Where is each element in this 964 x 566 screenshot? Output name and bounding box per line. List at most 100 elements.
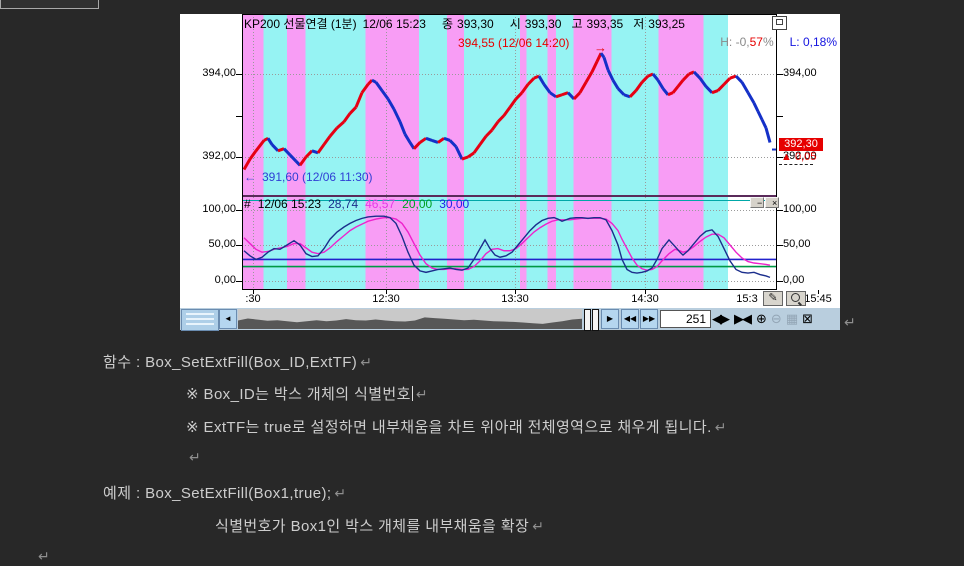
x-axis-label: :30 [245,293,261,305]
page-right-button[interactable]: ▶▶ [640,309,658,329]
price-chart-plot [242,14,777,290]
indicator-datetime: 12/06 15:23 [257,197,322,211]
close-label: 종 [441,17,454,31]
chart-canvas [242,14,777,290]
h-percent-label: H: -0, [720,35,750,49]
bar-count-input[interactable] [660,310,711,328]
doc-text: 식별번호가 Box1인 박스 개체를 내부채움을 확장 [215,518,530,535]
doc-line: 식별번호가 Box1인 박스 개체를 내부채움을 확장 ↵ [215,515,544,536]
range-handle-right[interactable] [592,309,599,331]
paragraph-mark: ↵ [844,314,856,330]
y-axis-tick [777,281,783,282]
doc-text: ※ Box_ID는 박스 개체의 식별번호 [186,386,411,403]
low-arrow-icon: ← [244,170,256,184]
go-latest-icon[interactable]: ▶◀ [734,311,752,326]
y-axis-tick [236,115,242,117]
indicator-value-k: 28,74 [328,197,359,211]
x-axis-tick [645,290,646,294]
indicator-value-d: 46,57 [365,197,396,211]
x-axis-label: 14:30 [631,293,659,305]
zoom-in-icon[interactable]: ⊕ [756,311,767,326]
paragraph-mark: ↵ [334,485,347,501]
doc-line: ※ ExtTF는 true로 설정하면 내부채움을 차트 위아래 전체영역으로 … [186,416,727,437]
high-low-percent: H: -0,57% L: 0,18% [720,35,837,49]
doc-text: 함수 : Box_SetExtFill(Box_ID,ExtTF) [103,354,358,371]
x-axis-label: 12:30 [372,293,400,305]
y-axis-label-right: 0,00 [783,274,805,286]
minimap-canvas [238,317,582,329]
page-left-button[interactable]: ◀◀ [621,309,639,329]
l-percent: L: 0,18% [789,35,837,49]
y-axis-label-right: 394,00 [783,67,817,79]
y-axis-tick [236,74,242,75]
y-axis-label-right: 100,00 [783,203,817,215]
indicator-header: #12/06 15:23 28,74 46,57 20,00 30,00 [244,197,476,211]
doc-line: ↵ [186,449,201,466]
y-axis-label-left: 50,00 [208,238,236,250]
h-percent-sign: % [762,35,774,49]
x-axis-label: 13:30 [501,293,529,305]
current-price-badge: 392,30 [779,138,823,151]
y-axis-tick [236,245,242,246]
indicator-minimize-button[interactable]: − [750,197,764,208]
magnifier-icon[interactable] [786,291,806,306]
paragraph-mark: ↵ [189,449,202,465]
scroll-right-button[interactable]: ▶ [601,309,619,329]
indicator-ref-30: 30,00 [439,197,470,211]
y-axis-tick [236,157,242,158]
y-axis-tick [236,210,242,211]
range-handle-left[interactable] [584,309,591,331]
draw-tool-icon[interactable]: ✎ [763,291,783,306]
indicator-prefix: # [244,197,251,211]
popout-inner-square [776,19,783,25]
toolbar-fragment [0,0,99,9]
bar-width-icon[interactable]: ◀▶ [712,311,730,326]
x-axis-tick [386,290,387,294]
y-axis-tick [777,74,783,75]
doc-line: ※ Box_ID는 박스 개체의 식별번호 ↵ [186,383,428,404]
open-value: 393,30 [524,17,562,31]
doc-text: ※ ExtTF는 true로 설정하면 내부채움을 차트 위아래 전체영역으로 … [186,419,712,436]
x-axis-tick [818,290,819,294]
y-axis-label-left: 392,00 [202,150,236,162]
paragraph-mark: ↵ [714,419,727,435]
x-axis-tick [515,290,516,294]
doc-line: 예제 : Box_SetExtFill(Box1,true); ↵ [103,482,347,503]
y-axis-tick [777,115,783,117]
y-axis-tick [236,281,242,282]
doc-line: 함수 : Box_SetExtFill(Box_ID,ExtTF) ↵ [103,351,372,372]
indicator-ref-20: 20,00 [402,197,433,211]
x-axis-label: 15:45 [804,293,832,305]
y-axis-label-right: 50,00 [783,238,811,250]
y-axis-tick [777,157,783,158]
chart-datetime: 12/06 15:23 [362,17,426,31]
popout-icon[interactable] [772,16,787,30]
open-label: 시 [509,17,521,31]
indicator-close-button[interactable]: × [765,197,779,208]
magnifier-circle [790,293,800,302]
y-axis-tick [777,245,783,246]
close-chart-icon[interactable]: ⊠ [802,311,813,326]
x-axis-tick [253,290,254,294]
chart-nav-icons: ◀▶ ▶◀ ⊕ ⊖ ▦ ⊠ [712,309,813,329]
price-dashed-line [779,164,813,165]
close-value: 393,30 [457,17,494,31]
high-label: 고 [571,17,583,31]
paragraph-mark: ↵ [360,354,373,370]
text-cursor [411,386,413,401]
low-label: 저 [633,17,645,31]
doc-line: ↵ [35,548,50,565]
low-value: 393,25 [648,17,685,31]
y-axis-label-right: 392,00 [783,150,817,162]
scrollbar-grip[interactable] [181,309,219,331]
paragraph-mark: ↵ [38,548,51,564]
paragraph-mark: ↵ [532,518,545,534]
paragraph-mark: ↵ [415,386,428,402]
high-arrow-icon: → [594,40,607,55]
volume-minimap[interactable] [238,309,582,329]
scroll-left-button[interactable]: ◄ [219,309,237,329]
chart-header: KP200 선물연결 (1분) 12/06 15:23 종 393,30 시 393,30… [244,15,685,32]
session-low-text: 391,60 (12/06 11:30) [262,170,373,184]
chart-widget: KP200 선물연결 (1분) 12/06 15:23 종 393,30 시 393,30… [180,14,840,331]
doc-text: 예제 : Box_SetExtFill(Box1,true); [103,485,332,502]
